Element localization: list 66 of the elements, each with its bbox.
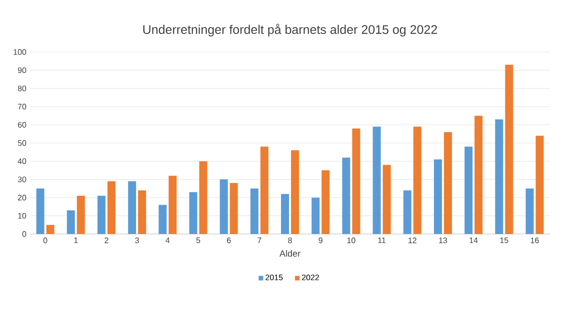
bar	[474, 116, 483, 234]
bar	[291, 150, 300, 234]
y-tick-label: 40	[18, 158, 26, 164]
bar	[76, 196, 85, 234]
bar	[250, 188, 258, 234]
x-tick-label: 2	[104, 238, 108, 244]
bar	[138, 190, 146, 234]
y-tick-label: 30	[18, 176, 26, 182]
bar	[168, 176, 177, 234]
x-tick-label: 11	[378, 238, 386, 244]
legend-label: 2015	[266, 274, 283, 280]
bar	[97, 196, 106, 234]
bar	[189, 192, 198, 234]
x-tick-label: 3	[135, 238, 139, 244]
x-tick-label: 6	[227, 238, 231, 244]
x-tick-label: 13	[439, 238, 448, 244]
y-tick-label: 10	[18, 212, 26, 219]
bar	[505, 64, 514, 234]
bar	[220, 179, 228, 234]
y-tick-label: 100	[14, 49, 26, 55]
legend-label: 2022	[302, 274, 319, 280]
bar	[46, 224, 54, 234]
bar	[434, 159, 442, 234]
bar	[199, 161, 208, 234]
x-tick-label: 1	[74, 238, 78, 244]
bar	[322, 170, 330, 234]
bar	[403, 190, 412, 234]
x-tick-label: 8	[288, 238, 292, 244]
bar	[36, 188, 44, 234]
bar	[526, 188, 534, 234]
bar	[372, 126, 381, 234]
x-tick-label: 15	[500, 238, 508, 244]
y-tick-label: 80	[18, 86, 26, 92]
y-tick-label: 90	[18, 67, 26, 74]
x-tick-label: 9	[318, 238, 322, 244]
x-tick-label: 10	[347, 238, 356, 244]
bar	[495, 119, 504, 234]
x-tick-label: 7	[258, 238, 262, 244]
bar	[352, 128, 360, 234]
x-tick-label: 5	[196, 238, 200, 244]
y-tick-label: 50	[18, 140, 26, 146]
x-tick-label: 0	[43, 238, 48, 244]
bar	[158, 204, 167, 234]
y-tick-label: 0	[22, 231, 26, 237]
bar	[230, 183, 238, 234]
bar	[444, 132, 452, 234]
x-tick-label: 12	[408, 238, 416, 244]
bar	[128, 181, 136, 234]
bar	[464, 146, 473, 234]
x-tick-label: 14	[470, 238, 478, 244]
bar	[260, 146, 268, 234]
chart-title: Underretninger fordelt på barnets alder 2015 og 2022	[143, 24, 437, 36]
y-tick-label: 20	[18, 194, 26, 200]
bar	[413, 126, 422, 234]
x-tick-label: 16	[530, 238, 539, 244]
bar	[107, 181, 116, 234]
x-axis-title: Alder	[280, 250, 300, 257]
x-tick-label: 4	[166, 238, 170, 244]
bar	[382, 164, 391, 234]
bar	[342, 158, 350, 234]
bar	[312, 198, 320, 234]
y-tick-label: 60	[18, 122, 26, 128]
y-tick-label: 70	[18, 104, 26, 110]
bar	[281, 194, 289, 234]
bar	[66, 210, 75, 234]
bar	[536, 136, 544, 234]
